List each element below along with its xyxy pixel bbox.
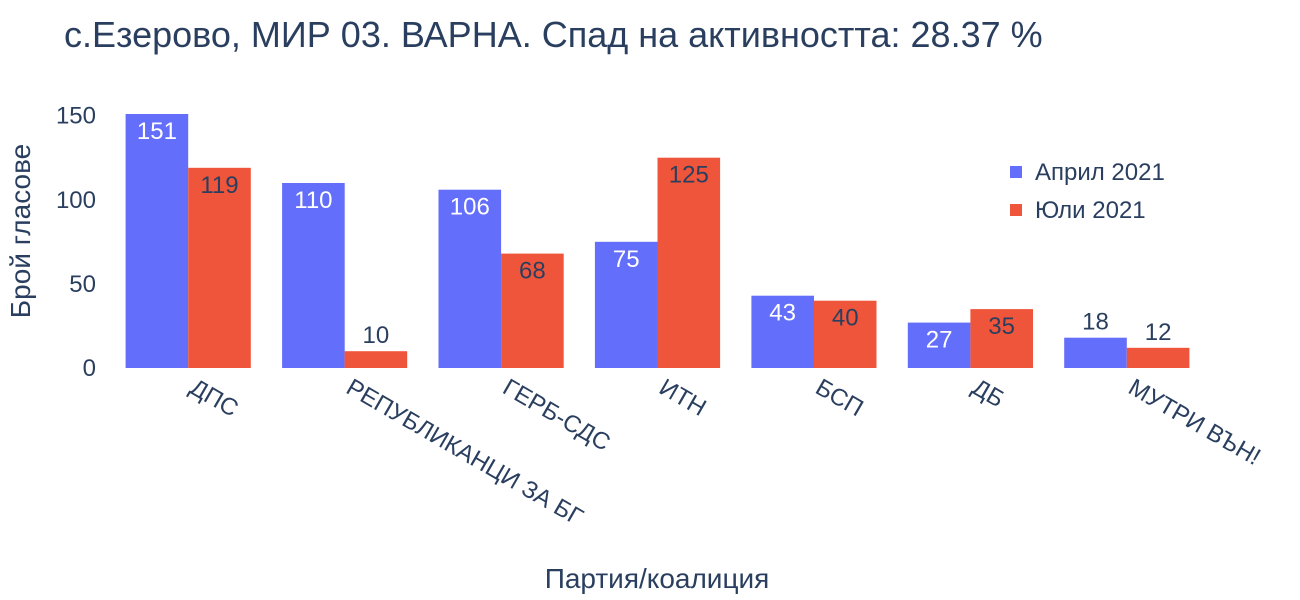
bar-value-label: 35: [988, 313, 1015, 340]
y-tick-label: 0: [83, 355, 96, 382]
bar-value-label: 125: [669, 162, 709, 189]
x-tick-label: ДПС: [185, 374, 243, 423]
y-tick-label: 50: [69, 271, 96, 298]
bar: [813, 300, 877, 368]
bar-value-label: 43: [769, 300, 796, 327]
bar: [282, 183, 345, 368]
bar: [970, 309, 1033, 368]
bar: [594, 241, 658, 368]
bar: [438, 189, 502, 368]
bar-value-label: 119: [200, 172, 238, 199]
chart-title: с.Езерово, МИР 03. ВАРНА. Спад на активн…: [64, 14, 1043, 55]
bar: [1064, 337, 1127, 368]
x-axis-title: Партия/коалиция: [545, 563, 770, 594]
x-tick-label: ДБ: [967, 374, 1008, 413]
bar: [751, 295, 814, 368]
x-tick-label: ГЕРБ-СДС: [498, 374, 615, 457]
x-tick-label: БСП: [811, 374, 868, 422]
bar-value-label: 106: [450, 194, 490, 221]
bar-value-label: 40: [832, 305, 859, 332]
bar: [125, 114, 189, 368]
x-tick-label: ИТН: [655, 374, 711, 422]
bar-value-label: 10: [363, 322, 390, 349]
bar: [188, 167, 251, 368]
legend-label: Юли 2021: [1035, 197, 1146, 224]
legend-swatch: [1010, 166, 1022, 178]
bar-value-label: 12: [1145, 319, 1172, 346]
bar-value-label: 75: [613, 246, 640, 273]
legend-swatch: [1010, 204, 1022, 216]
bar-value-label: 110: [294, 187, 332, 214]
bar: [1126, 347, 1190, 368]
legend-label: Април 2021: [1035, 159, 1165, 186]
bar: [344, 351, 408, 368]
bar-value-label: 27: [926, 327, 953, 354]
bar: [501, 253, 564, 368]
x-tick-label: МУТРИ ВЪН!: [1124, 374, 1265, 471]
bar-value-label: 68: [519, 258, 546, 285]
y-tick-label: 150: [56, 103, 96, 130]
bar-value-label: 18: [1082, 309, 1109, 336]
y-tick-label: 100: [56, 187, 96, 214]
bar-value-label: 151: [137, 118, 177, 145]
bar: [657, 157, 721, 368]
y-axis-title: Брой гласове: [5, 144, 36, 318]
bar: [907, 322, 971, 368]
